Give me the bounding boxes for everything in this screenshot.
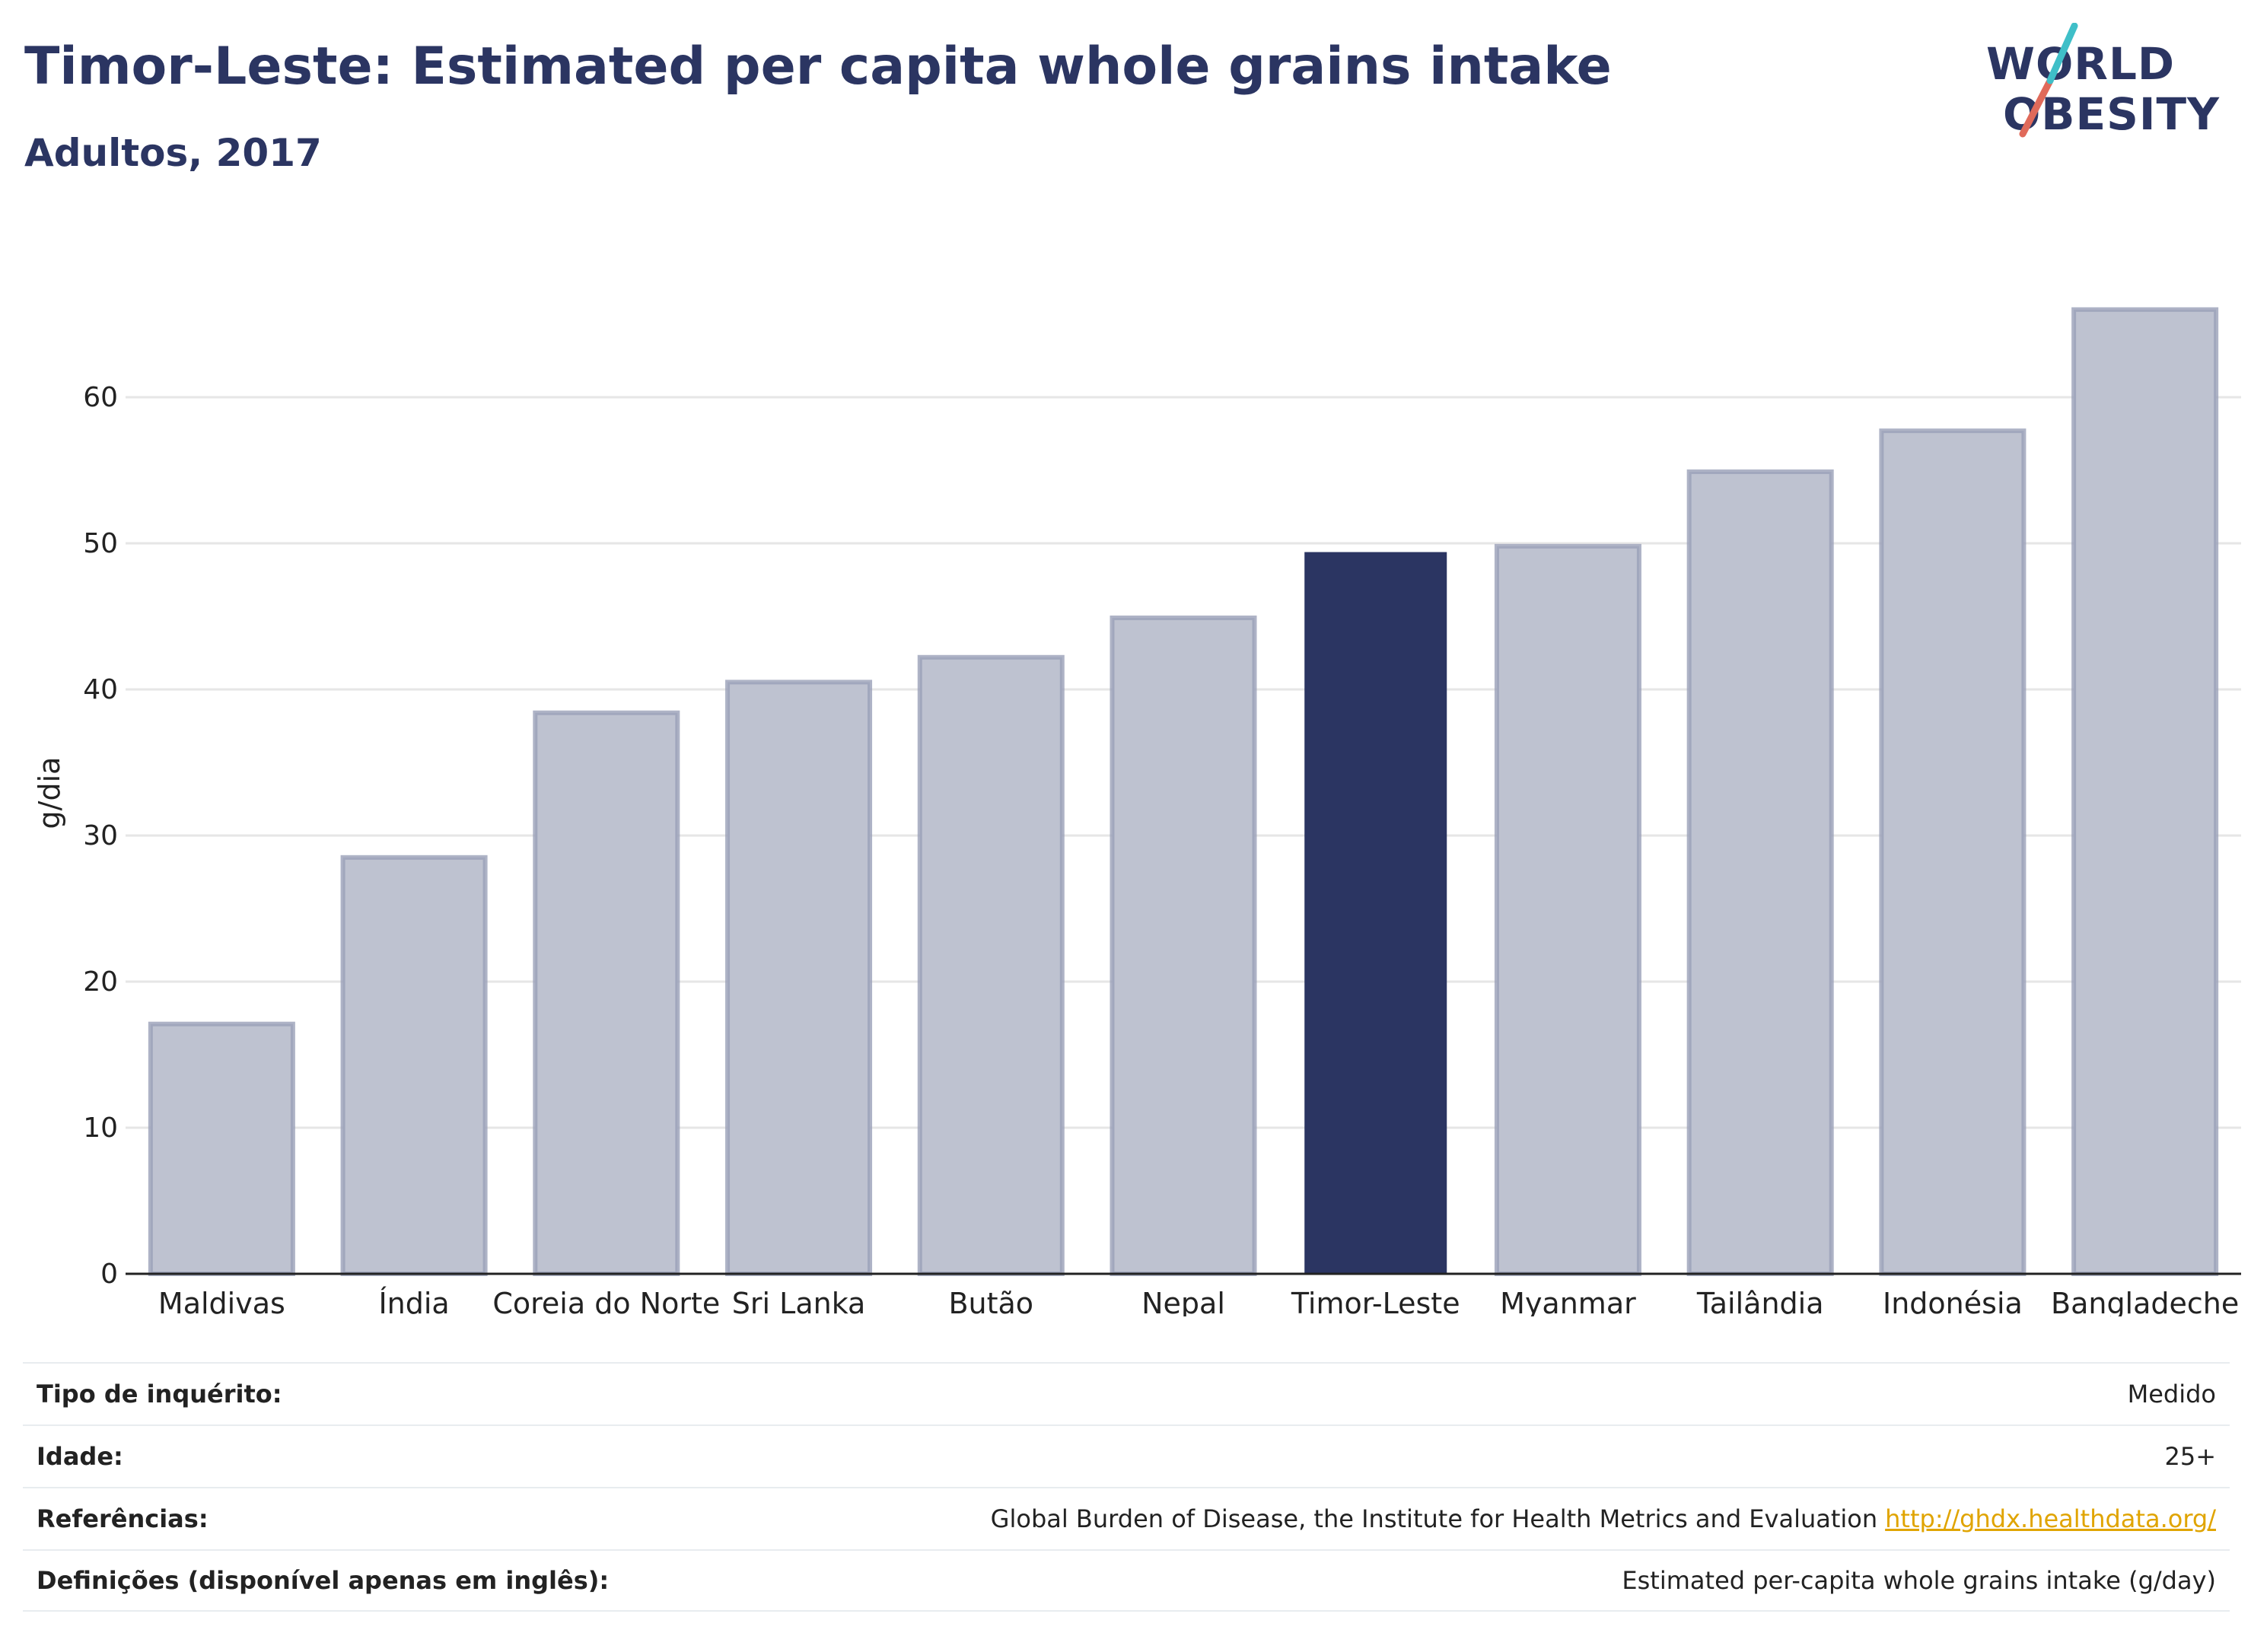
info-label: Referências: (37, 1504, 209, 1533)
x-tick-label: Myanmar (1500, 1287, 1636, 1316)
info-value: 25+ (2164, 1442, 2216, 1471)
y-tick-label: 50 (83, 528, 118, 559)
reference-text: Global Burden of Disease, the Institute … (990, 1504, 1878, 1533)
bar-nepal (1110, 615, 1257, 1276)
bar-indon-sia (1879, 428, 2027, 1276)
x-tick-label: Sri Lanka (732, 1287, 866, 1316)
info-row-references: Referências: Global Burden of Disease, t… (23, 1487, 2230, 1549)
logo-slash-icon (2019, 23, 2078, 138)
info-label: Definições (disponível apenas em inglês)… (37, 1566, 610, 1595)
info-table: Tipo de inquérito: Medido Idade: 25+ Ref… (23, 1362, 2230, 1612)
info-label: Idade: (37, 1442, 123, 1471)
x-tick-label: Coreia do Norte (492, 1287, 720, 1316)
bar-chart: 0 10 20 30 40 50 60 Maldivas Índia Coreia do Nort… (33, 307, 2241, 1316)
axes: 0 10 20 30 40 50 60 Maldivas Índia Coreia do Nort… (33, 382, 2241, 1316)
info-value: Global Burden of Disease, the Institute … (991, 1504, 2216, 1533)
y-tick-label: 0 (100, 1259, 118, 1290)
logo-line-1: WORLD (1986, 38, 2176, 90)
x-tick-label: Bangladeche (2051, 1287, 2239, 1316)
bar--ndia (340, 855, 488, 1276)
y-tick-label: 10 (83, 1112, 118, 1144)
info-row-definitions: Definições (disponível apenas em inglês)… (23, 1549, 2230, 1612)
chart-title: Timor-Leste: Estimated per capita whole … (24, 37, 1612, 97)
bar-tail-ndia (1686, 469, 1834, 1276)
info-row-age: Idade: 25+ (23, 1424, 2230, 1487)
x-tick-label: Maldivas (158, 1287, 285, 1316)
x-tick-label: Timor-Leste (1291, 1287, 1460, 1316)
info-label: Tipo de inquérito: (37, 1380, 282, 1408)
bar-bangladeche (2071, 307, 2219, 1276)
reference-link[interactable]: http://ghdx.healthdata.org/ (1885, 1504, 2216, 1533)
y-tick-label: 60 (83, 382, 118, 413)
bars (148, 307, 2219, 1277)
bar-maldivas (148, 1021, 295, 1277)
y-tick-label: 40 (83, 674, 118, 705)
info-value: Estimated per-capita whole grains intake… (1622, 1566, 2216, 1595)
bar-sri-lanka (725, 680, 873, 1276)
y-tick-label: 20 (83, 966, 118, 998)
y-axis-title: g/dia (33, 757, 66, 829)
info-row-survey-type: Tipo de inquérito: Medido (23, 1362, 2230, 1424)
y-tick-label: 30 (83, 820, 118, 851)
chart-subtitle: Adultos, 2017 (24, 131, 322, 175)
x-tick-label: Índia (378, 1287, 449, 1316)
bar-coreia-do-norte (533, 710, 680, 1276)
info-value: Medido (2127, 1380, 2216, 1408)
x-tick-label: Tailândia (1696, 1287, 1824, 1316)
x-tick-label: Nepal (1141, 1287, 1225, 1316)
x-tick-label: Indonésia (1883, 1287, 2023, 1316)
bar-myanmar (1494, 543, 1641, 1276)
world-obesity-logo[interactable]: WORLD OBESITY (1986, 23, 2230, 160)
bar-but-o (917, 654, 1065, 1276)
x-tick-label: Butão (948, 1287, 1033, 1316)
bar-timor-leste (1304, 552, 1447, 1274)
